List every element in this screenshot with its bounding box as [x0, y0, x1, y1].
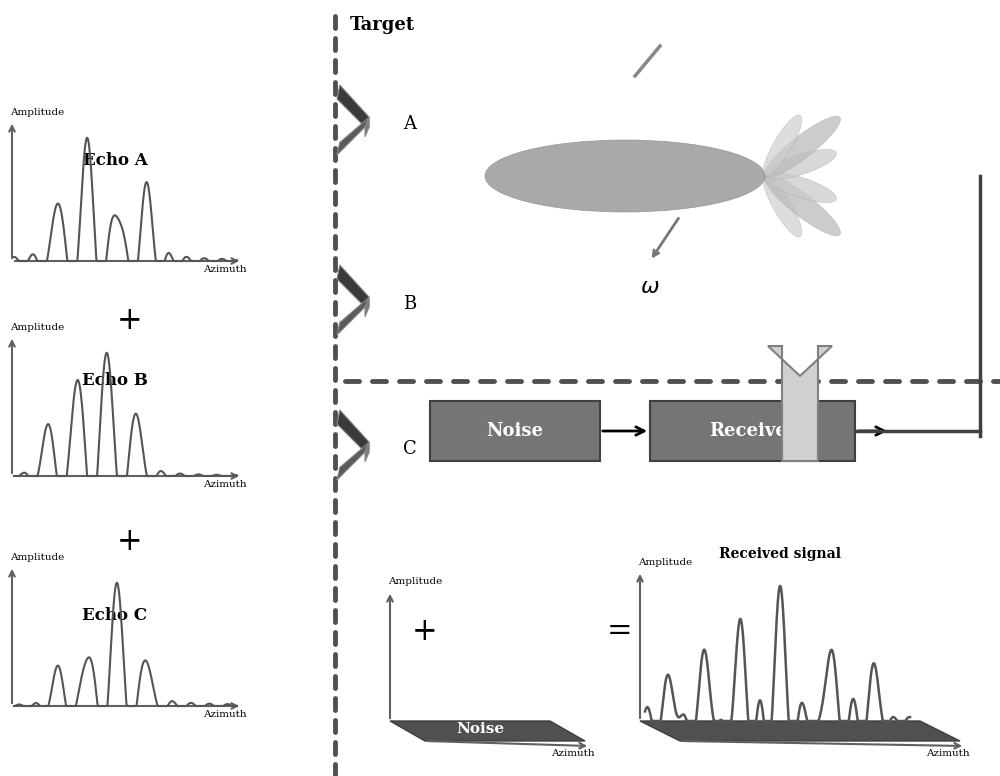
Text: Amplitude: Amplitude: [10, 553, 64, 562]
Text: +: +: [412, 615, 438, 646]
Text: Amplitude: Amplitude: [10, 323, 64, 332]
Text: Azimuth: Azimuth: [926, 749, 970, 758]
Polygon shape: [365, 297, 369, 317]
FancyBboxPatch shape: [650, 401, 855, 461]
Polygon shape: [337, 117, 369, 155]
Polygon shape: [768, 346, 832, 461]
Polygon shape: [337, 297, 369, 335]
Text: B: B: [403, 295, 416, 314]
Text: $\omega$: $\omega$: [640, 276, 660, 298]
Polygon shape: [390, 721, 585, 741]
Polygon shape: [337, 442, 369, 480]
Polygon shape: [365, 117, 369, 137]
Text: Echo A: Echo A: [83, 153, 147, 169]
Ellipse shape: [765, 150, 836, 179]
Ellipse shape: [764, 116, 840, 177]
Text: Amplitude: Amplitude: [10, 108, 64, 117]
Text: Target: Target: [350, 16, 415, 34]
FancyBboxPatch shape: [430, 401, 600, 461]
Text: Azimuth: Azimuth: [203, 710, 247, 719]
Polygon shape: [640, 721, 960, 741]
Text: Echo C: Echo C: [82, 608, 148, 625]
Ellipse shape: [765, 172, 836, 203]
Text: Azimuth: Azimuth: [551, 749, 595, 758]
Text: C: C: [403, 440, 417, 458]
Polygon shape: [365, 442, 369, 462]
Text: Received signal: Received signal: [719, 547, 841, 561]
Text: A: A: [403, 115, 416, 133]
Text: Azimuth: Azimuth: [203, 265, 247, 274]
Text: Azimuth: Azimuth: [203, 480, 247, 489]
Text: +: +: [117, 306, 143, 337]
Polygon shape: [337, 85, 369, 127]
Ellipse shape: [764, 175, 840, 236]
Text: Noise: Noise: [486, 422, 544, 440]
Text: Amplitude: Amplitude: [638, 558, 692, 567]
Text: Echo B: Echo B: [82, 372, 148, 390]
Text: =: =: [607, 615, 633, 646]
Ellipse shape: [763, 175, 802, 237]
Text: Receiver: Receiver: [709, 422, 796, 440]
Text: Noise: Noise: [456, 722, 504, 736]
Text: Amplitude: Amplitude: [388, 577, 442, 586]
Ellipse shape: [485, 140, 765, 212]
Polygon shape: [337, 265, 369, 307]
Ellipse shape: [763, 115, 802, 176]
Text: +: +: [117, 525, 143, 556]
Polygon shape: [337, 410, 369, 452]
